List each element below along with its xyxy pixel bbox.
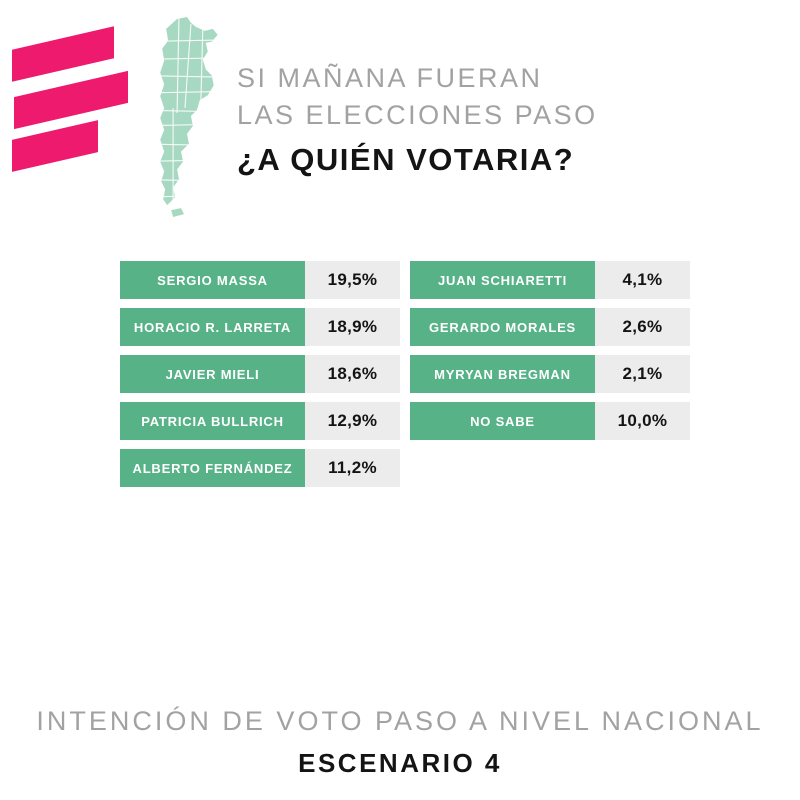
candidate-name: ALBERTO FERNÁNDEZ	[120, 449, 305, 487]
candidate-name: GERARDO MORALES	[410, 308, 595, 346]
candidate-name: SERGIO MASSA	[120, 261, 305, 299]
poll-table-left: SERGIO MASSA 19,5% HORACIO R. LARRETA 18…	[120, 261, 400, 496]
brand-logo-icon	[12, 26, 142, 186]
candidate-name: JUAN SCHIARETTI	[410, 261, 595, 299]
candidate-percentage: 19,5%	[305, 261, 400, 299]
poll-row: JAVIER MIELI 18,6%	[120, 355, 400, 393]
header-title: SI MAÑANA FUERAN LAS ELECCIONES PASO ¿A …	[237, 60, 598, 178]
poll-row: ALBERTO FERNÁNDEZ 11,2%	[120, 449, 400, 487]
candidate-percentage: 4,1%	[595, 261, 690, 299]
candidate-percentage: 18,9%	[305, 308, 400, 346]
poll-row: MYRYAN BREGMAN 2,1%	[410, 355, 690, 393]
candidate-name: NO SABE	[410, 402, 595, 440]
title-line-2: LAS ELECCIONES PASO	[237, 100, 598, 130]
candidate-name: MYRYAN BREGMAN	[410, 355, 595, 393]
poll-row: PATRICIA BULLRICH 12,9%	[120, 402, 400, 440]
poll-row: GERARDO MORALES 2,6%	[410, 308, 690, 346]
candidate-percentage: 10,0%	[595, 402, 690, 440]
argentina-map-icon	[132, 14, 234, 222]
candidate-percentage: 2,6%	[595, 308, 690, 346]
poll-row: HORACIO R. LARRETA 18,9%	[120, 308, 400, 346]
candidate-percentage: 12,9%	[305, 402, 400, 440]
footer-subtitle: INTENCIÓN DE VOTO PASO A NIVEL NACIONAL	[36, 706, 764, 736]
candidate-name: JAVIER MIELI	[120, 355, 305, 393]
logo-stripe	[12, 26, 114, 82]
candidate-percentage: 11,2%	[305, 449, 400, 487]
candidate-name: PATRICIA BULLRICH	[120, 402, 305, 440]
logo-stripe	[12, 120, 98, 172]
candidate-percentage: 18,6%	[305, 355, 400, 393]
title-line-3: ¿A QUIÉN VOTARIA?	[237, 142, 575, 177]
candidate-name: HORACIO R. LARRETA	[120, 308, 305, 346]
candidate-percentage: 2,1%	[595, 355, 690, 393]
title-line-1: SI MAÑANA FUERAN	[237, 63, 543, 93]
poll-table-right: JUAN SCHIARETTI 4,1% GERARDO MORALES 2,6…	[410, 261, 690, 449]
poll-row: SERGIO MASSA 19,5%	[120, 261, 400, 299]
logo-stripe	[14, 70, 128, 130]
footer-scenario: ESCENARIO 4	[298, 748, 502, 778]
poll-row: JUAN SCHIARETTI 4,1%	[410, 261, 690, 299]
poll-row: NO SABE 10,0%	[410, 402, 690, 440]
